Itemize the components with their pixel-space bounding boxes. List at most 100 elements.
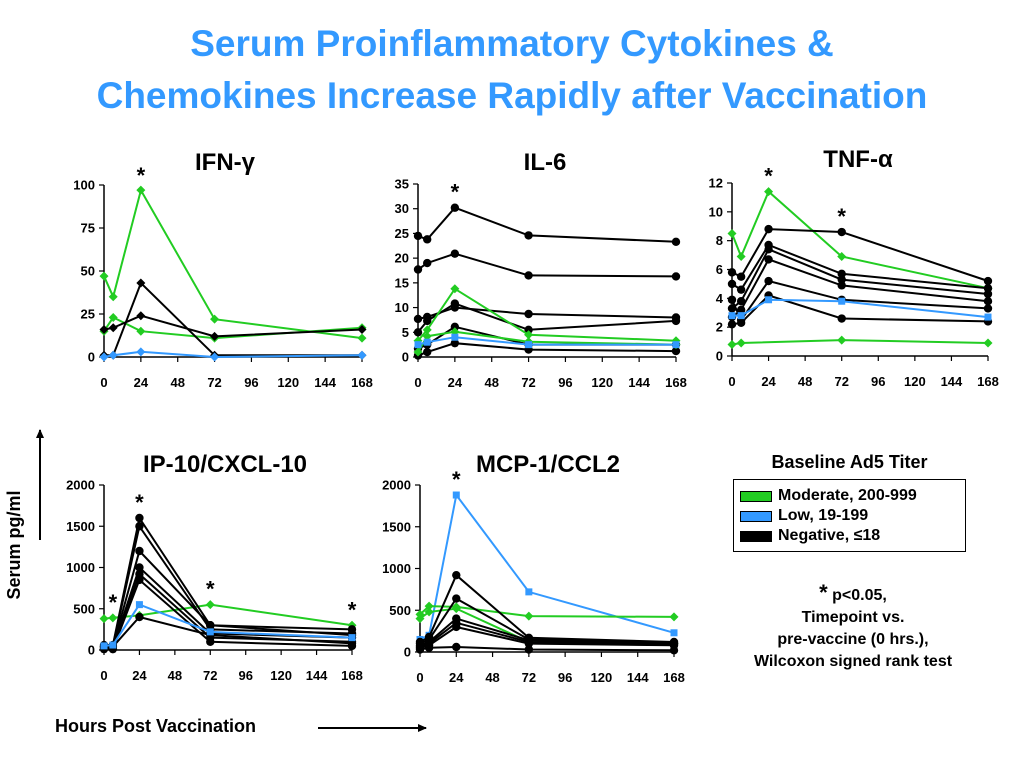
data-point (135, 612, 144, 622)
title-line-2: Chemokines Increase Rapidly after Vaccin… (96, 75, 928, 116)
series-negative-0 (413, 203, 681, 247)
x-tick-label: 96 (871, 374, 885, 389)
data-point (524, 271, 533, 280)
x-tick-label: 0 (728, 374, 735, 389)
y-tick-label: 0 (88, 350, 95, 365)
y-tick-label: 5 (402, 325, 409, 340)
significance-star: * (137, 163, 146, 188)
data-point (135, 569, 144, 579)
data-point (764, 255, 773, 264)
series-moderate-0 (727, 187, 993, 293)
data-point (423, 347, 432, 357)
legend-label-moderate: Moderate, 200-999 (778, 487, 917, 504)
data-point (413, 347, 423, 357)
data-point (136, 347, 146, 357)
data-point (136, 311, 146, 321)
data-point (983, 289, 993, 299)
significance-star: * (348, 597, 357, 622)
panel-ifn-gamma: IFN-γ 0 25 50 75 100 0 24 48 72 96 120 144 168 * (73, 149, 373, 390)
data-point (838, 297, 846, 305)
data-point (450, 322, 460, 332)
data-point (451, 604, 461, 614)
x-tick-label: 168 (665, 375, 687, 390)
x-tick-label: 96 (558, 670, 572, 685)
slide-title: Serum Proinflammatory Cytokines & Chemok… (0, 18, 1024, 122)
significance-star: * (206, 577, 215, 602)
x-tick-label: 144 (941, 374, 963, 389)
series-negative-8 (415, 642, 679, 655)
data-point (737, 312, 745, 320)
y-tick-label: 12 (709, 176, 723, 191)
x-tick-label: 0 (100, 375, 107, 390)
series-negative-2 (99, 278, 367, 360)
y-tick-label: 6 (716, 262, 723, 277)
data-point (423, 316, 432, 326)
data-point (764, 224, 773, 234)
data-point (413, 231, 423, 241)
y-tick-label: 75 (81, 221, 95, 236)
note-line-3: pre-vaccine (0 hrs.), (777, 631, 929, 648)
data-point (413, 314, 423, 324)
y-tick-label: 8 (716, 233, 723, 248)
data-point (99, 324, 109, 334)
y-tick-label: 1000 (66, 560, 95, 575)
data-point (136, 278, 146, 288)
series-line (731, 228, 989, 282)
data-point (135, 563, 144, 572)
note-star: * (819, 580, 828, 605)
x-tick-label: 120 (277, 375, 299, 390)
data-point (100, 642, 108, 650)
data-point (736, 305, 746, 315)
data-point (524, 325, 533, 335)
data-point (727, 279, 737, 289)
y-tick-label: 20 (395, 251, 409, 266)
panel-title-mcp-1: MCP-1/CCL2 (476, 451, 620, 478)
data-point (348, 634, 356, 642)
data-point (108, 312, 118, 322)
data-point (452, 642, 461, 652)
data-point (423, 338, 431, 346)
series-negative-2 (99, 522, 357, 651)
legend-title: Baseline Ad5 Titer (771, 452, 928, 472)
legend-label-negative: Negative, ≤18 (778, 527, 881, 544)
data-point (450, 299, 460, 308)
data-point (357, 333, 367, 343)
data-point (347, 639, 357, 648)
y-tick-label: 2 (716, 320, 723, 335)
panel-title-tnf-alpha: TNF-α (823, 146, 893, 173)
x-tick-label: 168 (663, 670, 685, 685)
y-tick-label: 4 (716, 291, 724, 306)
data-point (524, 231, 533, 240)
data-point (837, 269, 846, 279)
y-tick-label: 0 (402, 350, 409, 365)
x-tick-label: 120 (904, 374, 926, 389)
data-point (983, 276, 993, 286)
data-point (205, 600, 215, 610)
x-tick-label: 120 (270, 668, 292, 683)
data-point (422, 325, 432, 335)
data-point (671, 346, 681, 356)
significance-star: * (109, 590, 118, 615)
x-tick-label: 0 (416, 670, 423, 685)
note-line-1: p<0.05, (832, 587, 887, 604)
series-moderate-1 (727, 335, 993, 349)
data-point (727, 268, 737, 277)
x-tick-label: 0 (100, 668, 107, 683)
y-tick-label: 25 (81, 307, 95, 322)
data-point (415, 614, 425, 624)
data-point (736, 285, 746, 294)
data-point (452, 491, 460, 499)
data-point (672, 341, 680, 349)
significance-note: * p<0.05, Timepoint vs. pre-vaccine (0 h… (718, 582, 988, 673)
legend-swatch-low (740, 510, 772, 522)
data-point (669, 646, 679, 655)
x-tick-label: 72 (207, 375, 221, 390)
x-tick-label: 24 (132, 668, 147, 683)
panel-title-ifn-gamma: IFN-γ (195, 149, 256, 176)
data-point (524, 639, 534, 648)
data-point (670, 629, 678, 637)
y-tick-label: 1000 (382, 561, 411, 576)
x-tick-label: 168 (351, 375, 373, 390)
legend-item-moderate: Moderate, 200-999 (740, 486, 917, 506)
